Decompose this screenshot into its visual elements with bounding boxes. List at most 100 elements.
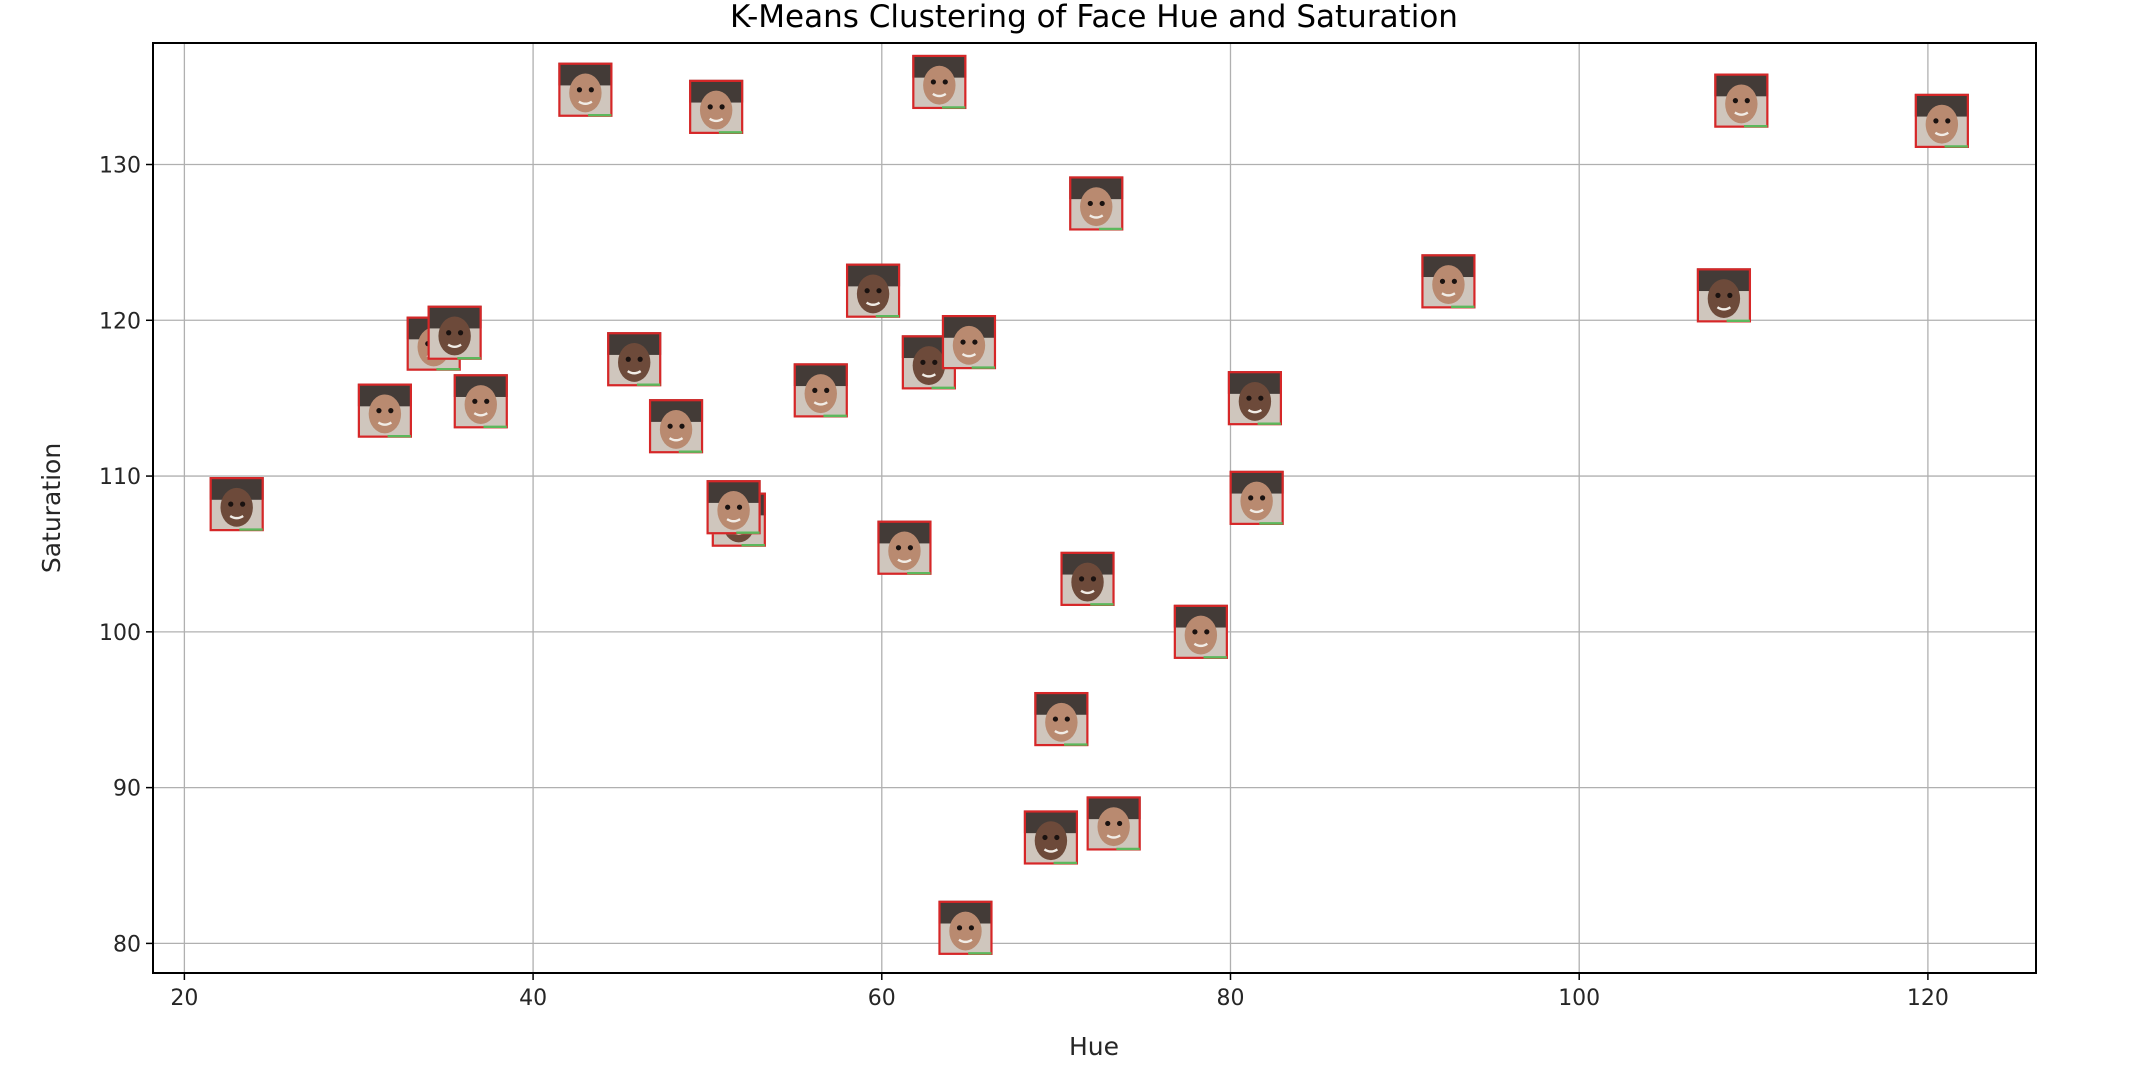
face-frame (689, 79, 744, 134)
face-frame (1034, 691, 1089, 747)
face-shape (1034, 821, 1068, 861)
face-frame (209, 477, 264, 532)
eye-shape (1248, 495, 1254, 501)
face-marker (453, 374, 508, 429)
mouth-shape (627, 370, 642, 375)
mouth-shape (578, 100, 593, 105)
face-marker (357, 383, 412, 438)
face-shape (569, 73, 602, 113)
face-marker (1023, 810, 1079, 865)
mouth-shape (865, 301, 881, 306)
face-shape (888, 531, 921, 571)
eye-shape (1087, 200, 1093, 207)
face-frame (427, 305, 482, 360)
face-marker (912, 54, 967, 110)
eye-shape (736, 504, 743, 510)
eye-shape (812, 387, 818, 393)
eye-shape (1117, 820, 1123, 827)
mouth-shape (1106, 834, 1121, 839)
face-marker (845, 263, 901, 318)
face-frame (1069, 176, 1124, 231)
mouth-shape (921, 373, 937, 378)
mouth-shape (726, 518, 741, 523)
face-marker (689, 79, 744, 134)
face-frame (453, 374, 508, 429)
mouth-shape (473, 412, 488, 417)
eye-shape (446, 330, 452, 336)
face-marker (1914, 93, 1969, 148)
eye-shape (960, 339, 966, 345)
eye-shape (932, 359, 938, 365)
eye-shape (824, 387, 830, 393)
eye-shape (719, 104, 725, 110)
face-frame (845, 263, 901, 318)
eye-shape (1246, 395, 1252, 401)
eye-shape (1192, 629, 1198, 635)
eye-shape (457, 330, 464, 336)
face-marker (558, 62, 613, 117)
face-frame (938, 900, 993, 955)
eye-shape (956, 925, 963, 931)
eye-shape (240, 501, 246, 507)
eye-shape (1105, 820, 1111, 827)
face-frame (1060, 551, 1115, 606)
eye-shape (588, 87, 594, 93)
face-frame (1914, 93, 1969, 148)
face-marker (648, 399, 704, 454)
face-marker (427, 305, 482, 360)
face-frame (1421, 254, 1476, 309)
mouth-shape (1089, 214, 1104, 219)
x-tick-label: 60 (868, 986, 896, 1011)
face-shape (368, 394, 402, 434)
face-shape (923, 65, 956, 105)
eye-shape (1052, 716, 1059, 722)
eye-shape (376, 408, 382, 414)
mouth-shape (1716, 306, 1732, 311)
eye-shape (942, 79, 948, 85)
mouth-shape (1193, 642, 1208, 648)
face-shape (952, 325, 986, 365)
x-axis-label: Hue (1069, 1032, 1119, 1061)
mouth-shape (1734, 111, 1749, 116)
points-layer (209, 54, 1969, 955)
face-marker (1227, 371, 1283, 426)
eye-shape (388, 408, 394, 414)
face-marker (938, 900, 993, 955)
eye-shape (968, 925, 975, 931)
face-shape (804, 374, 837, 414)
face-marker (1714, 73, 1769, 128)
y-tick-label: 110 (99, 465, 141, 490)
eye-shape (484, 398, 490, 404)
x-tick-label: 20 (170, 986, 198, 1011)
face-shape (1925, 104, 1959, 144)
eye-shape (895, 545, 902, 551)
face-shape (949, 911, 982, 951)
mouth-shape (1080, 589, 1095, 595)
eye-shape (576, 87, 583, 93)
face-shape (1432, 265, 1465, 305)
face-shape (618, 343, 651, 382)
eye-shape (228, 501, 234, 507)
eye-shape (1258, 395, 1264, 401)
x-tick-label: 100 (1558, 986, 1600, 1011)
face-marker (1086, 796, 1141, 851)
eye-shape (1451, 278, 1457, 284)
y-tick-label: 80 (113, 932, 141, 957)
y-tick-label: 120 (99, 309, 141, 334)
face-frame (1696, 268, 1752, 323)
mouth-shape (668, 437, 684, 442)
x-tick-label: 120 (1907, 986, 1949, 1011)
mouth-shape (229, 514, 244, 520)
face-marker (1696, 268, 1752, 323)
eye-shape (1078, 576, 1085, 582)
mouth-shape (1249, 508, 1264, 514)
mouth-shape (447, 343, 462, 348)
mouth-shape (377, 421, 393, 426)
face-frame (941, 314, 997, 370)
mouth-shape (813, 401, 828, 406)
face-shape (699, 90, 733, 130)
y-tick-label: 100 (99, 621, 141, 646)
mouth-shape (1247, 409, 1263, 414)
chart-title: K-Means Clustering of Face Hue and Satur… (730, 0, 1458, 35)
mouth-shape (1054, 729, 1069, 735)
